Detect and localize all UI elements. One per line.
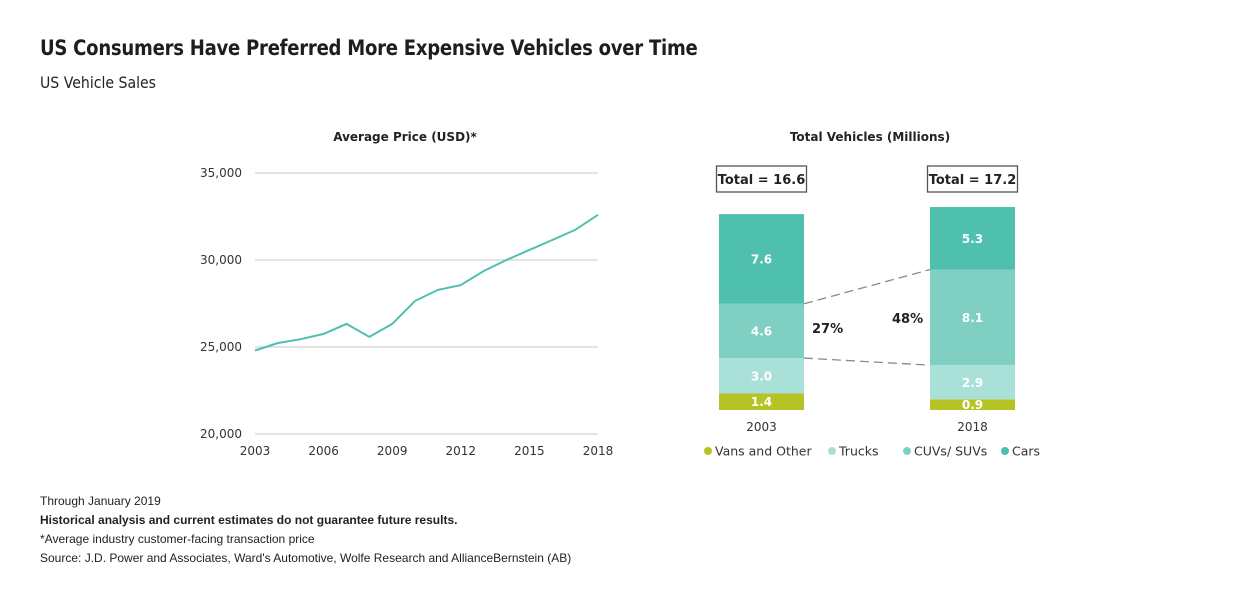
line-chart: Average Price (USD)* 20,000 25,000 30,000 3… <box>200 130 613 458</box>
bar-value-label: 8.1 <box>962 311 983 325</box>
y-tick-label: 30,000 <box>200 253 242 267</box>
legend-swatch-vans <box>704 447 712 455</box>
page-title: US Consumers Have Preferred More Expensi… <box>40 36 698 60</box>
total-label: Total = 17.2 <box>929 173 1017 188</box>
line-chart-grid <box>255 172 598 435</box>
x-tick-label: 2003 <box>240 444 271 458</box>
bar-category-label: 2018 <box>957 420 988 434</box>
total-label: Total = 16.6 <box>718 173 806 188</box>
connector-top <box>803 268 931 305</box>
source-note: Source: J.D. Power and Associates, Ward'… <box>40 551 572 565</box>
line-chart-title: Average Price (USD)* <box>333 130 477 144</box>
legend-label-cars: Cars <box>1012 444 1040 459</box>
bar-segment-vans <box>930 399 1015 410</box>
legend-swatch-cars <box>1001 447 1009 455</box>
bar-value-label: 4.6 <box>751 324 772 338</box>
line-chart-x-axis: 2003 2006 2009 2012 2015 2018 <box>240 444 614 458</box>
bar-segment-trucks <box>719 358 804 394</box>
date-note: Through January 2019 <box>40 494 161 508</box>
bar-segment-vans <box>719 393 804 410</box>
bar-category-label: 2003 <box>746 420 777 434</box>
legend-label-cuvs: CUVs/ SUVs <box>914 444 987 459</box>
bar-stacks: 1.4 3.0 4.6 7.6 0.9 2.9 8.1 5.3 <box>719 207 1015 412</box>
x-tick-label: 2018 <box>583 444 614 458</box>
connector-bottom <box>803 357 931 366</box>
share-annotations: 27% 48% <box>812 312 923 337</box>
bar-value-label: 0.9 <box>962 398 983 412</box>
legend-label-trucks: Trucks <box>838 444 878 459</box>
x-tick-label: 2012 <box>446 444 477 458</box>
bar-segment-cars <box>719 214 804 304</box>
x-tick-label: 2015 <box>514 444 545 458</box>
legend-label-vans: Vans and Other <box>715 444 812 459</box>
bar-segment-cuvs <box>930 269 1015 366</box>
bar-value-label: 7.6 <box>751 252 772 266</box>
bar-chart-title: Total Vehicles (Millions) <box>790 130 950 144</box>
footnote: *Average industry customer-facing transa… <box>40 532 315 546</box>
legend-swatch-trucks <box>828 447 836 455</box>
bar-segment-cuvs <box>719 303 804 359</box>
y-tick-label: 35,000 <box>200 166 242 180</box>
bar-value-label: 1.4 <box>751 395 772 409</box>
y-tick-label: 20,000 <box>200 427 242 441</box>
bar-segment-trucks <box>930 365 1015 400</box>
share-annotation-2003: 27% <box>812 322 843 337</box>
bar-chart: Total Vehicles (Millions) Total = 16.6 To… <box>704 130 1040 459</box>
page-subtitle: US Vehicle Sales <box>40 73 157 92</box>
x-tick-label: 2009 <box>377 444 408 458</box>
bar-chart-legend: Vans and Other Trucks CUVs/ SUVs Cars <box>704 444 1040 459</box>
bar-totals: Total = 16.6 Total = 17.2 <box>715 165 1019 193</box>
disclaimer: Historical analysis and current estimate… <box>40 513 458 527</box>
legend-swatch-cuvs <box>903 447 911 455</box>
share-annotation-2018: 48% <box>892 312 923 327</box>
bar-value-label: 3.0 <box>751 369 772 383</box>
bar-value-label: 2.9 <box>962 376 983 390</box>
share-connector-lines <box>803 268 931 366</box>
total-box <box>926 165 1019 193</box>
footer: Through January 2019 Historical analysis… <box>40 492 571 568</box>
line-chart-y-axis: 20,000 25,000 30,000 35,000 <box>200 166 242 441</box>
bar-segment-cars <box>930 207 1015 270</box>
total-box <box>715 165 808 193</box>
y-tick-label: 25,000 <box>200 340 242 354</box>
bar-chart-x-axis: 2003 2018 <box>746 420 988 434</box>
bar-value-label: 5.3 <box>962 232 983 246</box>
price-line <box>254 213 599 352</box>
x-tick-label: 2006 <box>308 444 339 458</box>
